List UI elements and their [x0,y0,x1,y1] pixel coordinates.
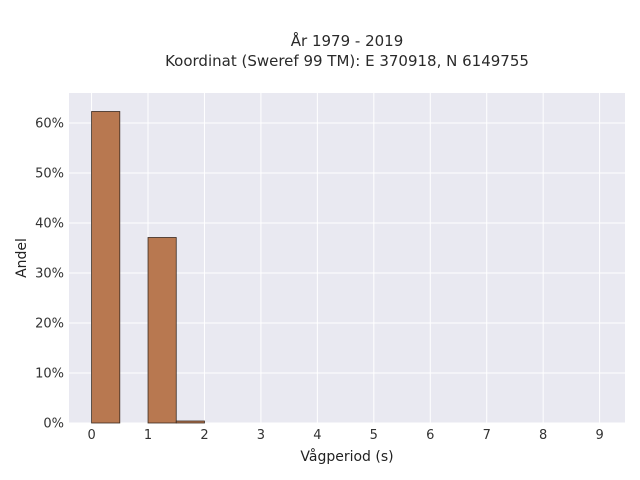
x-axis-ticks: 0 1 2 3 4 5 6 7 8 9 [87,428,603,443]
histogram-bar [91,111,121,424]
x-tick-label: 9 [595,428,603,443]
y-axis-ticks: 0% 10% 20% 30% 40% 50% 60% [35,117,64,432]
y-tick-label: 0% [43,417,64,432]
chart-title: År 1979 - 2019 [291,31,404,50]
x-tick-label: 2 [200,428,208,443]
chart-subtitle: Koordinat (Sweref 99 TM): E 370918, N 61… [165,52,529,70]
y-tick-label: 50% [35,167,64,182]
x-tick-label: 6 [426,428,434,443]
histogram-bar [147,237,177,424]
bars [91,111,205,424]
grid-lines [69,93,625,424]
y-tick-label: 60% [35,117,64,132]
x-tick-label: 4 [313,428,321,443]
x-tick-label: 3 [257,428,265,443]
x-tick-label: 5 [370,428,378,443]
y-tick-label: 40% [35,217,64,232]
x-axis-label: Vågperiod (s) [300,448,393,465]
x-tick-label: 0 [87,428,95,443]
x-tick-label: 8 [539,428,547,443]
y-tick-label: 20% [35,317,64,332]
histogram-bar [175,420,205,424]
y-tick-label: 10% [35,367,64,382]
x-tick-label: 7 [483,428,491,443]
y-tick-label: 30% [35,267,64,282]
y-axis-label: Andel [14,238,30,278]
x-tick-label: 1 [144,428,152,443]
